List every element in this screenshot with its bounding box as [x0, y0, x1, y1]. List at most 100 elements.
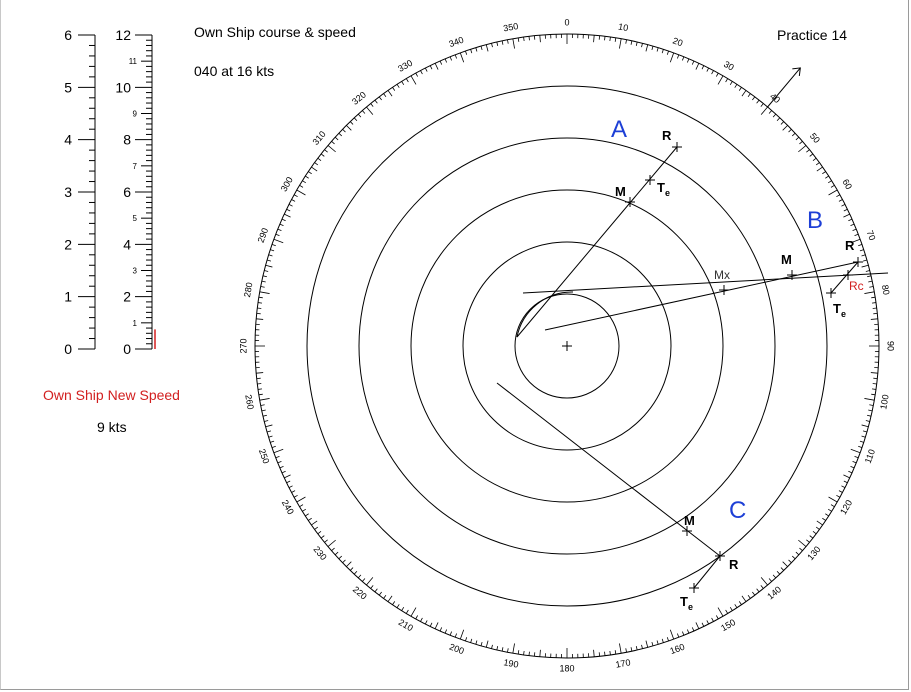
compass-tick — [415, 72, 419, 77]
compass-tick — [311, 166, 318, 172]
compass-tick — [277, 461, 282, 464]
compass-tick — [756, 99, 760, 104]
compass-label: 250 — [257, 448, 272, 466]
compass-tick — [459, 629, 465, 640]
compass-label: 80 — [880, 284, 892, 296]
compass-tick — [324, 149, 328, 153]
compass-tick — [666, 50, 669, 55]
scale-right-label: 4 — [123, 236, 131, 252]
contact-b-letter: B — [807, 207, 823, 234]
scale-right-label: 10 — [115, 79, 131, 95]
compass-tick — [593, 649, 595, 657]
compass-tick — [424, 620, 428, 625]
compass-tick — [485, 44, 489, 52]
compass-tick — [434, 63, 439, 70]
compass-tick — [465, 50, 468, 55]
compass-tick — [288, 203, 293, 207]
compass-tick — [858, 244, 863, 247]
new-speed-label: Own Ship New Speed — [43, 387, 180, 403]
scale-right-minor-label: 11 — [129, 57, 138, 66]
compass-tick — [288, 485, 293, 489]
compass-tick — [798, 539, 807, 547]
compass-tick — [314, 162, 319, 166]
compass-tick — [374, 588, 378, 593]
compass-tick — [327, 145, 336, 153]
compass-tick — [828, 496, 838, 503]
compass-tick — [465, 637, 468, 642]
compass-label: 240 — [280, 498, 296, 516]
scale-right-minor-label: 5 — [133, 214, 138, 223]
compass-tick — [768, 110, 772, 114]
compass-tick — [485, 640, 489, 648]
heading-arrow — [767, 67, 801, 108]
compass-tick — [741, 595, 747, 602]
compass-tick — [374, 99, 378, 104]
compass-tick — [449, 56, 452, 61]
contact-c-true — [693, 555, 721, 589]
compass-tick — [334, 136, 339, 141]
compass-tick — [265, 424, 273, 428]
compass-tick — [396, 84, 400, 88]
contact-b-relative — [544, 261, 859, 331]
compass-tick — [439, 627, 443, 632]
compass-tick — [258, 296, 263, 299]
compass-tick — [868, 409, 873, 412]
compass-tick — [734, 84, 738, 88]
scale-right-minor-label: 7 — [133, 162, 138, 171]
compass-tick — [387, 90, 393, 97]
compass-tick — [392, 87, 396, 91]
compass-tick — [609, 650, 611, 656]
compass-tick — [439, 60, 443, 65]
own-ship-title: Own Ship course & speed — [194, 24, 356, 40]
compass-label: 230 — [311, 544, 328, 562]
compass-tick — [275, 233, 280, 236]
cpa-arc — [516, 291, 574, 338]
contact-a-te-label: Te — [657, 180, 670, 198]
compass-tick — [308, 171, 312, 175]
compass-tick — [507, 648, 509, 653]
contact-c-track — [496, 382, 721, 557]
compass-tick — [869, 404, 874, 406]
compass-tick — [838, 490, 843, 493]
compass-tick — [470, 638, 473, 643]
compass-tick — [271, 445, 276, 448]
compass-tick — [264, 420, 269, 422]
compass-tick — [277, 228, 282, 231]
compass-tick — [869, 286, 874, 288]
contact-a-letter: A — [611, 116, 627, 143]
compass-tick — [264, 270, 269, 272]
compass-tick — [273, 238, 284, 244]
compass-tick — [791, 132, 796, 137]
compass-tick — [296, 496, 306, 503]
compass-tick — [827, 508, 832, 512]
compass-label: 350 — [503, 21, 520, 33]
compass-label: 220 — [351, 584, 369, 601]
compass-tick — [396, 604, 400, 608]
compass-tick — [695, 622, 700, 629]
compass-tick — [830, 504, 835, 508]
compass-tick — [645, 640, 649, 648]
compass-tick — [760, 103, 764, 107]
scale-right-label: 12 — [115, 27, 131, 43]
scale-right-minor-label: 9 — [133, 110, 138, 119]
compass-tick — [852, 228, 857, 231]
compass-tick — [293, 194, 298, 198]
compass-tick — [861, 264, 869, 268]
compass-tick — [625, 39, 627, 44]
compass-tick — [507, 39, 509, 44]
compass-tick — [299, 504, 304, 508]
compass-tick — [308, 517, 312, 521]
plot-marker — [826, 288, 836, 298]
compass-tick — [816, 166, 823, 172]
compass-tick — [815, 526, 820, 530]
compass-tick — [799, 141, 803, 145]
compass-tick — [346, 125, 352, 131]
compass-tick — [776, 117, 781, 122]
compass-tick — [324, 539, 328, 543]
compass-label: 0 — [564, 17, 569, 27]
compass-tick — [812, 157, 817, 161]
compass-tick — [871, 296, 876, 299]
compass-label: 310 — [310, 129, 327, 147]
own-ship-course-speed: 040 at 16 kts — [194, 63, 275, 79]
compass-tick — [261, 280, 266, 283]
